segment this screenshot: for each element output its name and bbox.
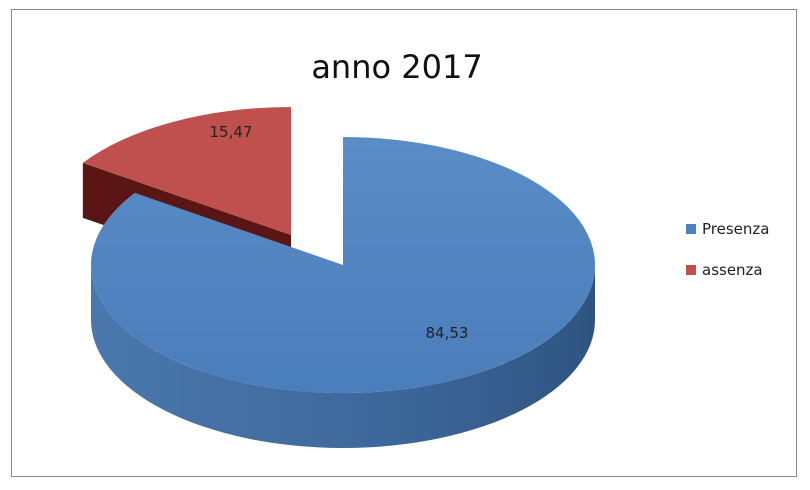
slice-label-assenza: 15,47: [210, 123, 253, 141]
slice-top-presenza: [90, 137, 596, 393]
pie-layer: [82, 107, 596, 448]
legend: Presenza assenza: [686, 220, 769, 279]
legend-swatch-presenza: [686, 224, 696, 234]
legend-swatch-assenza: [686, 265, 696, 275]
legend-label-assenza: assenza: [702, 261, 763, 279]
chart-title: anno 2017: [311, 48, 482, 86]
slice-side-presenza: [91, 265, 595, 448]
slice-label-presenza: 84,53: [426, 324, 469, 342]
slice-presenza: [90, 137, 596, 448]
legend-label-presenza: Presenza: [702, 220, 769, 238]
slice-top-assenza: [82, 107, 291, 235]
